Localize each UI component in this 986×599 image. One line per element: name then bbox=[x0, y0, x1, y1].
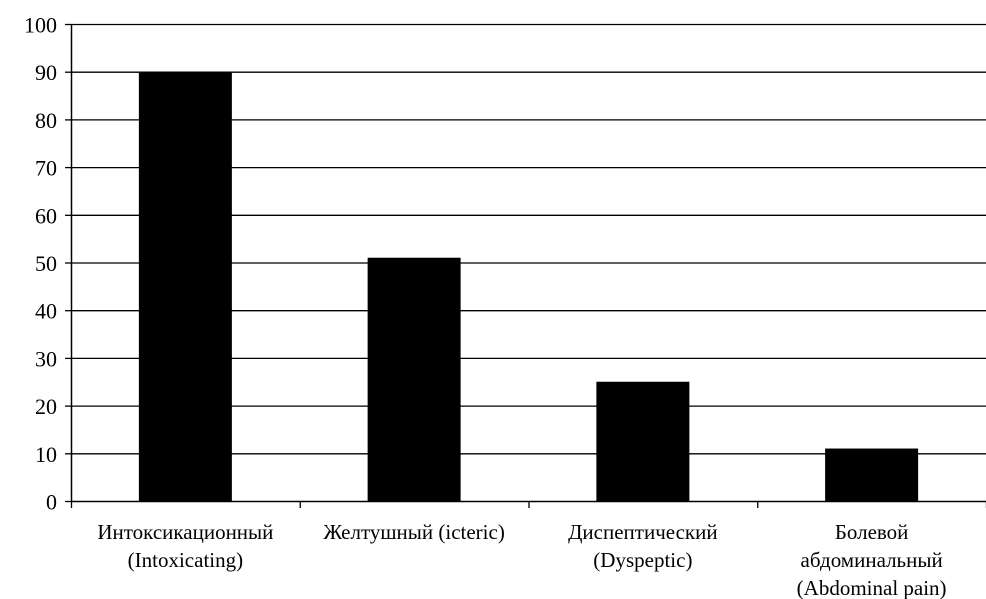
y-tick-label: 100 bbox=[24, 13, 57, 38]
x-tick-label: Диспептический (Dyspeptic) bbox=[568, 520, 718, 572]
x-tick-label-line: (Intoxicating) bbox=[128, 548, 243, 572]
y-tick-label: 70 bbox=[35, 156, 57, 181]
bars bbox=[138, 71, 919, 501]
x-tick-label: Желтушный (icteric) bbox=[323, 520, 504, 544]
x-tick-label-line: Интоксикационный bbox=[97, 520, 273, 544]
x-tick-label-line: Желтушный (icteric) bbox=[323, 520, 504, 544]
y-tick-label: 40 bbox=[35, 299, 57, 324]
y-tick-label: 80 bbox=[35, 108, 57, 133]
bar bbox=[825, 448, 919, 501]
y-tick-label: 60 bbox=[35, 203, 57, 228]
bar bbox=[367, 257, 461, 501]
x-tick-label-line: Диспептический bbox=[568, 520, 718, 544]
y-tick-label: 10 bbox=[35, 442, 57, 467]
bar bbox=[138, 71, 232, 501]
x-tick-label-line: Болевой bbox=[835, 520, 909, 544]
y-tick-label: 0 bbox=[46, 490, 57, 515]
x-tick-label: Интоксикационный (Intoxicating) bbox=[97, 520, 273, 572]
y-tick-label: 50 bbox=[35, 251, 57, 276]
y-tick-label: 30 bbox=[35, 346, 57, 371]
x-tick-label: Болевой абдоминальный (Abdominal pain) bbox=[797, 520, 947, 599]
y-tick-label: 90 bbox=[35, 60, 57, 85]
x-tick-label-line: абдоминальный bbox=[801, 548, 943, 572]
labels: 0 10 20 30 40 50 60 70 80 90 100 Интоксикационный (I… bbox=[24, 13, 947, 599]
x-tick-label-line: (Abdominal pain) bbox=[797, 576, 947, 599]
x-tick-label-line: (Dyspeptic) bbox=[593, 548, 692, 572]
axes bbox=[65, 23, 986, 508]
bar bbox=[596, 381, 690, 501]
y-tick-label: 20 bbox=[35, 394, 57, 419]
